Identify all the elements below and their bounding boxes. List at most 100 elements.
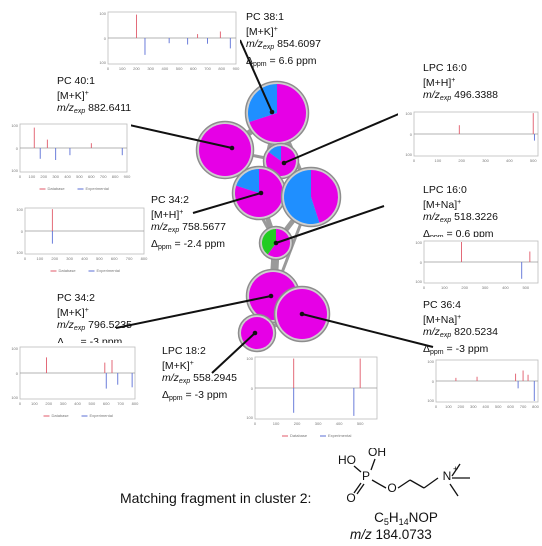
legend-database: Database <box>290 433 308 438</box>
x-tick-label: 300 <box>470 404 477 409</box>
x-tick-label: 900 <box>233 66 240 71</box>
bond <box>409 479 425 489</box>
y-tick-label: 0 <box>251 386 254 391</box>
lipid-name: PC 34:2 <box>151 194 189 206</box>
atom-o_link: O <box>387 481 396 495</box>
x-tick-label: 0 <box>254 421 257 426</box>
y-tick-label: 100 <box>405 111 412 116</box>
x-tick-label: 200 <box>45 401 52 406</box>
network-node-pc38[interactable] <box>244 80 310 146</box>
adduct: [M+K]+ <box>57 306 89 319</box>
x-tick-label: 500 <box>495 404 502 409</box>
lipid-name: PC 34:2 <box>57 292 95 304</box>
callout-dot <box>258 190 264 196</box>
y-tick-label: 100 <box>405 152 412 157</box>
callout-line <box>115 295 272 329</box>
x-tick-label: 500 <box>357 421 364 426</box>
x-tick-label: 0 <box>24 256 27 261</box>
fragment-caption: Matching fragment in cluster 2: <box>120 490 312 506</box>
x-tick-label: 0 <box>19 174 22 179</box>
network-node-blue[interactable] <box>280 166 342 228</box>
x-tick-label: 100 <box>273 421 280 426</box>
x-tick-label: 600 <box>507 404 514 409</box>
callout-line <box>275 205 385 244</box>
adduct: [M+K]+ <box>162 359 194 372</box>
node-slice-blue <box>236 169 259 193</box>
x-tick-label: 300 <box>482 285 489 290</box>
x-tick-label: 200 <box>133 66 140 71</box>
atom-o_dbl: O <box>346 491 355 505</box>
y-tick-label: 100 <box>427 398 434 403</box>
x-tick-label: 0 <box>19 401 22 406</box>
network-node-pc40[interactable] <box>195 120 255 180</box>
callout-dot <box>273 240 279 246</box>
x-tick-label: 0 <box>107 66 110 71</box>
callout-line <box>283 109 409 164</box>
x-tick-label: 700 <box>520 404 527 409</box>
annotation-lpc18: LPC 18:2 [M+K]+ m/zexp 558.2945 Δppm = -3 p… <box>162 345 237 405</box>
y-tick-label: 0 <box>104 36 107 41</box>
lipid-name: PC 36:4 <box>423 299 461 311</box>
atom-n: N <box>443 469 452 483</box>
x-tick-label: 300 <box>52 174 59 179</box>
atom-ho: HO <box>338 453 356 467</box>
lipid-name: PC 38:1 <box>246 11 284 23</box>
callout-line <box>115 121 233 149</box>
adduct: [M+H]+ <box>423 76 456 89</box>
node-slice-magenta <box>311 170 338 223</box>
x-tick-label: 800 <box>112 174 119 179</box>
y-tick-label: 0 <box>16 146 19 151</box>
x-tick-label: 900 <box>124 174 131 179</box>
bond <box>397 479 411 489</box>
bond <box>449 483 459 497</box>
x-tick-label: 100 <box>29 174 36 179</box>
delta-ppm: Δppm = -2.4 ppm <box>151 237 226 251</box>
x-tick-label: 700 <box>126 256 133 261</box>
atom-p: P <box>362 469 370 483</box>
y-tick-label: 0 <box>432 379 435 384</box>
legend-database: Database <box>52 413 70 418</box>
x-tick-label: 100 <box>119 66 126 71</box>
callout-line <box>211 332 256 374</box>
y-tick-label: 0 <box>410 132 413 137</box>
x-tick-label: 800 <box>132 401 139 406</box>
x-tick-label: 700 <box>204 66 211 71</box>
lipid-name: LPC 18:2 <box>162 345 206 357</box>
x-tick-label: 300 <box>482 158 489 163</box>
delta-ppm: Δppm = -3 ppm <box>423 342 489 356</box>
callout-dot <box>268 293 274 299</box>
adduct: [M+K]+ <box>246 25 278 38</box>
x-tick-label: 100 <box>37 256 44 261</box>
legend-database: Database <box>59 268 77 273</box>
x-tick-label: 400 <box>81 256 88 261</box>
x-tick-label: 100 <box>441 285 448 290</box>
bond <box>423 477 439 489</box>
atom-n_charge: + <box>453 464 458 474</box>
mz-exp: m/zexp 882.6411 <box>57 102 132 115</box>
mz-exp: m/zexp 854.6097 <box>246 38 321 51</box>
x-tick-label: 0 <box>423 285 426 290</box>
legend-experimental: Experimental <box>86 186 109 191</box>
x-tick-label: 800 <box>141 256 148 261</box>
node-slice-blue <box>284 170 320 224</box>
x-tick-label: 100 <box>445 404 452 409</box>
x-tick-label: 200 <box>40 174 47 179</box>
x-tick-label: 200 <box>458 158 465 163</box>
y-tick-label: 100 <box>99 11 106 16</box>
x-tick-label: 400 <box>162 66 169 71</box>
legend-experimental: Experimental <box>328 433 351 438</box>
bond <box>353 465 362 473</box>
x-tick-label: 200 <box>461 285 468 290</box>
y-tick-label: 100 <box>415 240 422 245</box>
bond <box>451 463 461 477</box>
adduct: [M+Na]+ <box>423 198 462 211</box>
lipid-name: LPC 16:0 <box>423 184 467 196</box>
y-tick-label: 0 <box>420 260 423 265</box>
x-tick-label: 100 <box>435 158 442 163</box>
y-tick-label: 0 <box>16 371 19 376</box>
